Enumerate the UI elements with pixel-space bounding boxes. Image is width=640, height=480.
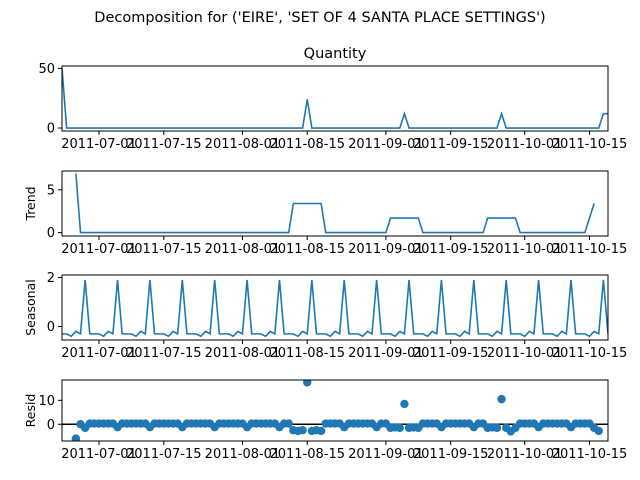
resid-point [71, 434, 81, 441]
resid-point [284, 419, 293, 428]
y-tick-label: 2 [47, 271, 55, 286]
plot-area [62, 380, 608, 441]
x-tick-label: 2011-10-01 [487, 346, 563, 361]
x-tick-label: 2011-10-15 [552, 447, 628, 462]
x-tick-label: 2011-10-15 [552, 137, 628, 152]
x-tick-label: 2011-07-01 [61, 447, 137, 462]
x-tick-label: 2011-08-15 [269, 242, 345, 257]
resid-point [395, 423, 404, 433]
x-tick-label: 2011-10-01 [487, 137, 563, 152]
x-tick-label: 2011-10-15 [552, 242, 628, 257]
x-tick-label: 2011-10-01 [487, 242, 563, 257]
resid-point [400, 399, 409, 409]
x-tick-label: 2011-09-15 [413, 346, 489, 361]
x-tick-label: 2011-07-01 [61, 242, 137, 257]
x-tick-label: 2011-07-15 [126, 137, 202, 152]
plot-area [75, 173, 595, 234]
series-line [62, 279, 608, 338]
y-axis-label: Resid [23, 394, 38, 428]
resid-point [497, 394, 506, 404]
x-tick-label: 2011-08-01 [205, 346, 281, 361]
x-tick-label: 2011-09-01 [348, 447, 424, 462]
axes-frame [61, 274, 609, 341]
y-tick-label: 10 [38, 394, 55, 409]
y-tick-label: 0 [47, 320, 55, 335]
x-tick-label: 2011-09-01 [348, 137, 424, 152]
panel-title: Quantity [304, 46, 367, 62]
x-tick-label: 2011-09-15 [413, 447, 489, 462]
y-tick-label: 0 [47, 226, 55, 241]
resid-point [298, 426, 307, 435]
axes-frame [61, 170, 609, 237]
y-tick-label: 50 [38, 62, 55, 77]
y-tick-label: 0 [47, 418, 55, 433]
y-tick-label: 5 [47, 183, 55, 198]
resid-point [594, 426, 603, 436]
x-tick-label: 2011-08-01 [205, 242, 281, 257]
x-tick-label: 2011-08-01 [205, 137, 281, 152]
series-line [62, 68, 608, 129]
x-tick-label: 2011-07-15 [126, 447, 202, 462]
x-tick-label: 2011-09-15 [413, 137, 489, 152]
series-line [75, 173, 595, 234]
x-tick-label: 2011-08-15 [269, 137, 345, 152]
x-tick-label: 2011-07-15 [126, 346, 202, 361]
axes-frame [61, 379, 609, 442]
x-tick-label: 2011-07-01 [61, 346, 137, 361]
plot-area [62, 279, 608, 338]
x-tick-label: 2011-10-01 [487, 447, 563, 462]
resid-point [316, 426, 326, 436]
x-tick-label: 2011-07-15 [126, 242, 202, 257]
x-tick-label: 2011-09-15 [413, 242, 489, 257]
x-tick-label: 2011-09-01 [348, 346, 424, 361]
x-tick-label: 2011-10-15 [552, 346, 628, 361]
x-tick-label: 2011-08-15 [269, 346, 345, 361]
resid-point [492, 423, 502, 433]
resid-point [303, 380, 312, 387]
y-axis-label: Seasonal [23, 279, 38, 336]
y-tick-label: 0 [47, 122, 55, 137]
x-tick-label: 2011-07-01 [61, 137, 137, 152]
x-tick-label: 2011-09-01 [348, 242, 424, 257]
x-tick-label: 2011-08-15 [269, 447, 345, 462]
plot-area [62, 68, 608, 129]
x-tick-label: 2011-08-01 [205, 447, 281, 462]
axes-frame [61, 65, 609, 132]
y-axis-label: Trend [23, 186, 38, 221]
figure-title: Decomposition for ('EIRE', 'SET OF 4 SAN… [94, 10, 545, 26]
